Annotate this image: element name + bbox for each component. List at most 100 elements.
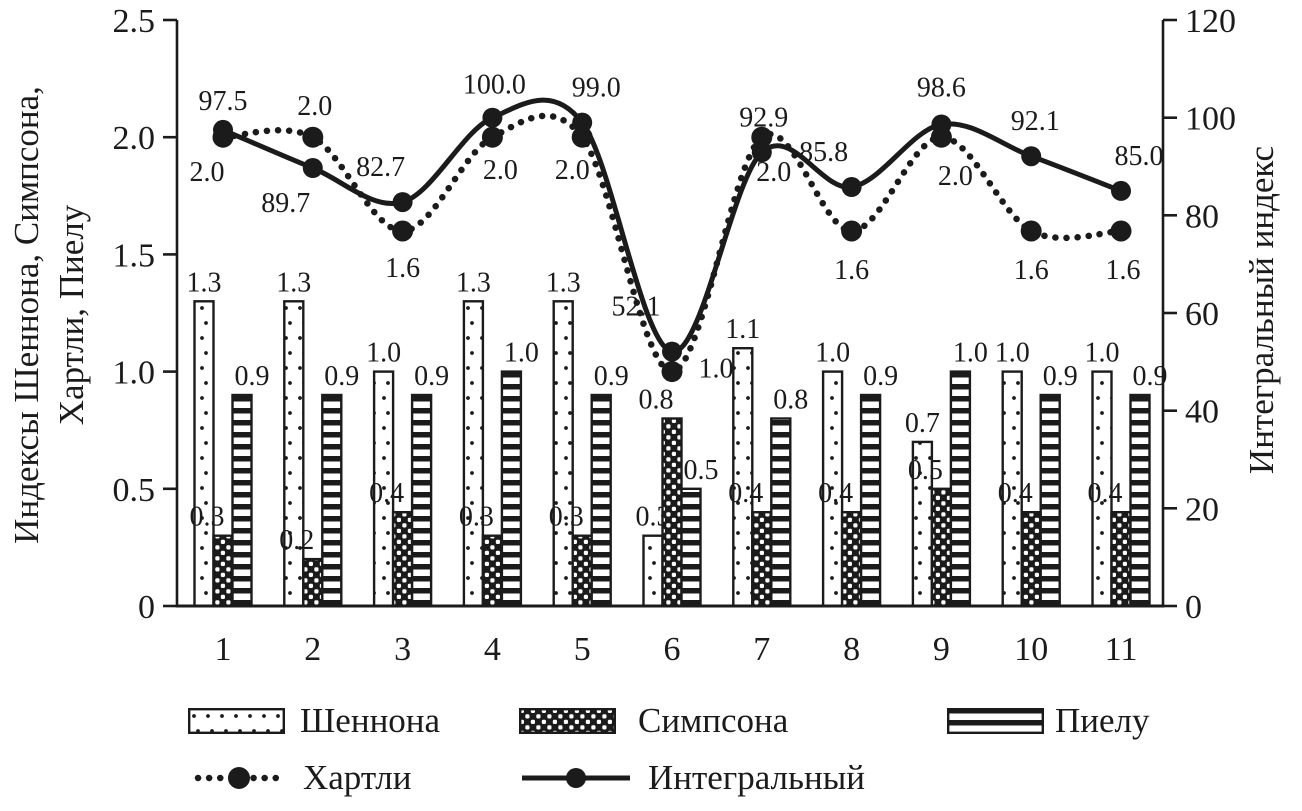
hartli-label-1: 2.0: [297, 91, 332, 122]
integralny-marker-7: [841, 177, 862, 197]
integralny-label-10: 85.0: [1115, 141, 1164, 172]
right-tick-1: 20: [1185, 491, 1219, 528]
right-tick-0: 0: [1185, 589, 1202, 626]
left-tick-5: 2.5: [113, 3, 156, 40]
legend-swatch-integralny: [522, 768, 630, 788]
right-axis-title: Интегральный индекс: [1242, 145, 1281, 475]
bar-label-2-4: 0.9: [594, 361, 629, 392]
legend-swatch-hartli: [194, 767, 284, 789]
legend-label-simpsona: Симпсона: [638, 701, 789, 740]
right-tick-6: 120: [1185, 3, 1236, 40]
bar-2-5: [680, 487, 702, 608]
x-label-7: 8: [843, 631, 860, 668]
hartli-label-6: 2.0: [756, 157, 791, 188]
bar-label-2-1: 0.9: [324, 361, 359, 392]
bar-label-0-4: 1.3: [546, 267, 581, 298]
integralny-label-8: 98.6: [917, 73, 966, 104]
bar-label-0-6: 1.1: [725, 314, 760, 345]
x-label-2: 3: [394, 631, 411, 668]
bar-label-0-3: 1.3: [456, 267, 491, 298]
bar-1-9: [1020, 511, 1042, 608]
bar-2-3: [500, 370, 523, 608]
bar-1-7: [840, 511, 863, 608]
right-tick-5: 100: [1185, 101, 1236, 138]
hartli-marker-5: [661, 361, 683, 383]
bar-label-0-7: 1.0: [815, 338, 850, 369]
x-label-8: 9: [933, 631, 950, 668]
hartli-marker-3: [481, 126, 503, 148]
bar-label-2-3: 1.0: [504, 338, 539, 369]
bar-1-4: [571, 534, 593, 608]
bar-label-0-10: 1.0: [1085, 338, 1120, 369]
bar-1-5: [661, 417, 683, 608]
bar-label-0-8: 0.7: [905, 408, 940, 439]
bar-label-2-7: 0.9: [863, 361, 898, 392]
bar-label-1-7: 0.4: [818, 478, 853, 509]
x-label-6: 7: [753, 631, 770, 668]
bar-2-9: [1039, 393, 1061, 608]
bar-0-3: [462, 300, 485, 608]
legend-swatch-pielu: [947, 708, 1044, 734]
bar-label-1-10: 0.4: [1088, 478, 1123, 509]
integralny-marker-6: [751, 142, 772, 163]
legend-label-integralny: Интегральный: [648, 758, 865, 797]
hartli-marker-9: [1020, 220, 1042, 242]
integralny-marker-2: [392, 192, 413, 213]
hartli-label-4: 2.0: [555, 155, 590, 186]
integralny-label-6: 92.9: [739, 102, 788, 133]
hartli-label-10: 1.6: [1106, 255, 1141, 286]
right-tick-3: 60: [1185, 296, 1219, 333]
integralny-label-1: 89.7: [261, 188, 310, 219]
hartli-marker-7: [841, 220, 863, 242]
hartli-marker-2: [392, 220, 414, 242]
left-tick-4: 2.0: [113, 120, 156, 157]
left-tick-1: 0.5: [113, 472, 156, 509]
legend-swatch-shennona: [188, 708, 285, 734]
x-label-3: 4: [484, 631, 501, 668]
legend-label-hartli: Хартли: [303, 758, 412, 797]
bar-label-2-0: 0.9: [235, 361, 270, 392]
bar-0-0: [193, 300, 215, 608]
bar-label-1-9: 0.4: [998, 478, 1033, 509]
x-label-4: 5: [574, 631, 591, 668]
integralny-marker-9: [1021, 146, 1042, 167]
bar-label-1-6: 0.4: [728, 478, 763, 509]
integralny-marker-1: [302, 158, 323, 178]
hartli-marker-6: [751, 126, 773, 148]
bar-2-6: [770, 417, 792, 608]
integralny-marker-3: [482, 107, 503, 128]
integralny-label-0: 97.5: [199, 86, 248, 117]
axes: [163, 18, 1177, 608]
integralny-label-2: 82.7: [356, 152, 405, 183]
integralny-marker-8: [931, 114, 952, 135]
integralny-marker-5: [662, 341, 682, 362]
bar-1-6: [751, 511, 773, 608]
bar-2-7: [859, 393, 882, 608]
bar-label-2-6: 0.8: [773, 385, 808, 416]
hartli-label-5: 1.0: [699, 354, 734, 385]
x-label-10: 11: [1105, 631, 1138, 668]
hartli-label-0: 2.0: [190, 157, 225, 188]
hartli-marker-1: [302, 126, 324, 148]
bar-series-0: [193, 300, 1113, 608]
bar-label-0-1: 1.3: [276, 267, 311, 298]
bar-label-1-1: 0.2: [279, 525, 314, 556]
bar-0-4: [552, 300, 574, 608]
bar-label-0-2: 1.0: [366, 338, 401, 369]
bar-series-1: [212, 417, 1132, 608]
bar-label-2-9: 0.9: [1043, 361, 1078, 392]
bar-0-5: [642, 534, 664, 608]
legend-swatch-simpsona: [519, 708, 616, 734]
hartli-marker-10: [1110, 220, 1132, 242]
hartli-label-3: 2.0: [483, 155, 518, 186]
bar-1-0: [212, 534, 234, 608]
bar-label-0-0: 1.3: [187, 267, 222, 298]
integralny-marker-0: [213, 119, 233, 140]
left-axis-title-line2: Хартли, Пиелу: [52, 204, 91, 426]
integralny-marker-10: [1111, 180, 1131, 201]
bar-1-3: [481, 534, 504, 608]
hartli-label-8: 2.0: [938, 161, 973, 192]
integralny-label-9: 92.1: [1011, 106, 1060, 137]
